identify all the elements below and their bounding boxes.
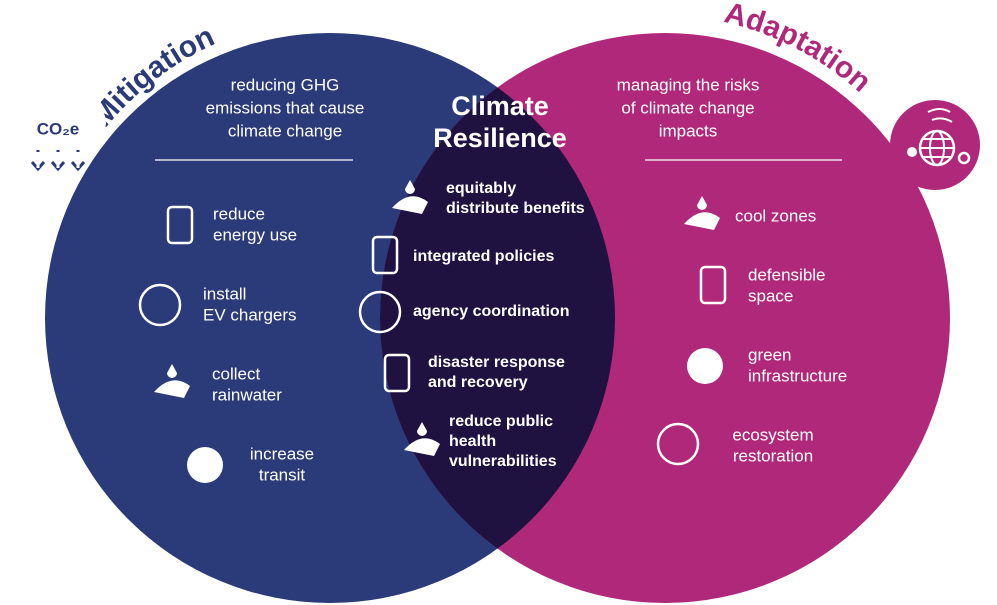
item-icon bbox=[687, 348, 723, 384]
item-label: install bbox=[203, 284, 246, 303]
co2-label: CO₂e bbox=[37, 119, 80, 138]
venn-diagram: Mitigation Adaptation CO₂e reducing GHGe… bbox=[0, 0, 997, 605]
item-label: transit bbox=[259, 465, 306, 484]
item-label: green bbox=[748, 345, 791, 364]
description-line: impacts bbox=[659, 121, 718, 140]
item-label: integrated policies bbox=[413, 248, 554, 265]
item-label: equitably bbox=[446, 180, 516, 197]
item-label: rainwater bbox=[212, 385, 282, 404]
item-label: collect bbox=[212, 364, 260, 383]
item-label: cool zones bbox=[735, 206, 816, 225]
item-label: disaster response bbox=[428, 354, 565, 371]
description-line: reducing GHG bbox=[231, 75, 340, 94]
globe-icon bbox=[890, 100, 980, 190]
item-label: space bbox=[748, 286, 793, 305]
center-title-line: Resilience bbox=[433, 123, 567, 153]
description-line: emissions that cause bbox=[206, 98, 365, 117]
description-line: climate change bbox=[228, 121, 342, 140]
item-label: health bbox=[449, 433, 496, 450]
item-label: restoration bbox=[733, 446, 813, 465]
item-label: increase bbox=[250, 444, 314, 463]
item-label: defensible bbox=[748, 265, 826, 284]
item-label: agency coordination bbox=[413, 303, 569, 320]
item-label: energy use bbox=[213, 225, 297, 244]
description-line: managing the risks bbox=[617, 75, 760, 94]
center-title-line: Climate bbox=[451, 91, 549, 121]
item-icon bbox=[187, 447, 223, 483]
item-label: ecosystem bbox=[732, 425, 813, 444]
item-label: distribute benefits bbox=[446, 200, 585, 217]
item-label: vulnerabilities bbox=[449, 453, 557, 470]
item-label: infrastructure bbox=[748, 366, 847, 385]
item-label: reduce public bbox=[449, 413, 553, 430]
item-label: reduce bbox=[213, 204, 265, 223]
item-label: and recovery bbox=[428, 374, 528, 391]
description-line: of climate change bbox=[621, 98, 754, 117]
item-label: EV chargers bbox=[203, 305, 297, 324]
